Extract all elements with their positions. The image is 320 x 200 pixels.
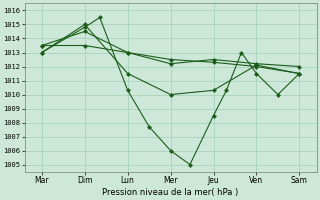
X-axis label: Pression niveau de la mer( hPa ): Pression niveau de la mer( hPa ) bbox=[102, 188, 239, 197]
